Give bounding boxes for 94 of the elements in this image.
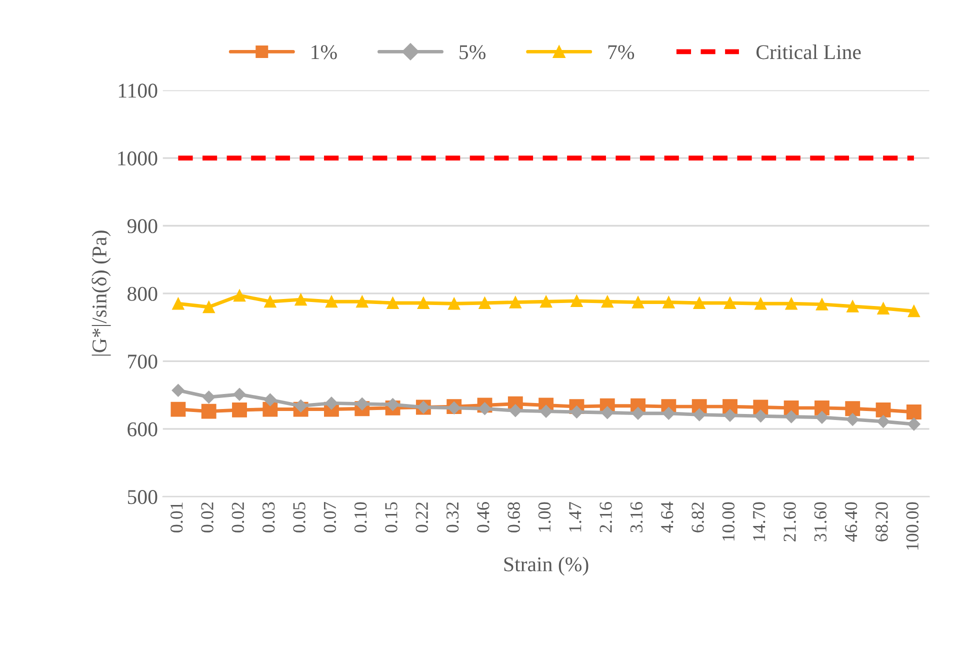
point bbox=[906, 404, 922, 420]
y-tick-label: 900 bbox=[127, 219, 158, 234]
point bbox=[785, 298, 798, 310]
point bbox=[386, 398, 400, 411]
x-tick-label: 0.02 bbox=[201, 502, 214, 532]
point bbox=[816, 411, 828, 424]
point bbox=[724, 296, 736, 310]
x-tick-label: 68.20 bbox=[876, 502, 888, 542]
x-tick-label: 3.16 bbox=[630, 502, 643, 532]
point bbox=[570, 294, 583, 307]
point bbox=[417, 296, 430, 310]
x-tick-label: 100.00 bbox=[906, 502, 919, 550]
point bbox=[232, 402, 247, 418]
x-tick-label: 0.68 bbox=[508, 502, 520, 532]
point bbox=[662, 406, 676, 420]
point bbox=[294, 293, 307, 306]
x-tick-label: 6.82 bbox=[692, 502, 704, 532]
x-tick-label: 0.05 bbox=[293, 502, 306, 532]
x-tick-label: 21.60 bbox=[784, 502, 796, 542]
y-axis-title: |G*|/sin(δ) (Pa) bbox=[92, 230, 111, 356]
point bbox=[846, 300, 859, 312]
x-tick-label: 0.01 bbox=[170, 502, 183, 532]
point bbox=[540, 404, 552, 418]
point bbox=[202, 390, 216, 404]
x-tick-label: 31.60 bbox=[814, 502, 827, 542]
point bbox=[233, 289, 246, 302]
x-tick-label: 1.47 bbox=[569, 502, 582, 532]
point bbox=[754, 298, 767, 310]
point bbox=[264, 296, 276, 308]
x-tick-label: 0.32 bbox=[446, 502, 459, 532]
point bbox=[632, 296, 644, 308]
x-tick-label: 10.00 bbox=[722, 502, 735, 541]
point bbox=[478, 402, 492, 416]
x-axis-title: Strain (%) bbox=[504, 556, 588, 576]
point bbox=[601, 296, 614, 308]
point bbox=[724, 408, 736, 422]
point bbox=[386, 296, 399, 310]
point bbox=[540, 296, 552, 308]
point bbox=[816, 298, 828, 310]
x-tick-label: 0.15 bbox=[385, 502, 398, 532]
y-tick-label: 700 bbox=[128, 354, 158, 369]
point bbox=[814, 400, 830, 416]
x-tick-label: 0.22 bbox=[416, 502, 428, 532]
legend-label: 5% bbox=[460, 45, 486, 60]
point bbox=[784, 410, 798, 424]
y-tick-label: 800 bbox=[128, 286, 158, 301]
x-tick-label: 0.10 bbox=[354, 502, 367, 532]
legend-label: 1% bbox=[312, 45, 337, 60]
y-tick-label: 1000 bbox=[118, 151, 158, 166]
legend-label: Critical Line bbox=[756, 44, 861, 60]
point bbox=[264, 393, 277, 406]
point bbox=[692, 408, 706, 422]
point bbox=[201, 404, 216, 419]
y-tick-label: 500 bbox=[128, 490, 158, 504]
point bbox=[508, 404, 522, 418]
x-tick-label: 46.40 bbox=[844, 502, 858, 542]
point bbox=[356, 397, 369, 410]
x-tick-label: 0.02 bbox=[232, 502, 244, 532]
point bbox=[662, 296, 675, 308]
point bbox=[325, 396, 338, 410]
point bbox=[693, 296, 706, 310]
point bbox=[754, 410, 768, 422]
point bbox=[846, 413, 860, 426]
point bbox=[908, 418, 920, 431]
x-tick-label: 1.00 bbox=[538, 502, 551, 532]
x-tick-label: 4.64 bbox=[661, 502, 674, 533]
point bbox=[570, 406, 584, 418]
x-tick-label: 0.07 bbox=[324, 502, 336, 532]
x-tick-label: 0.46 bbox=[477, 502, 490, 532]
point bbox=[632, 406, 644, 420]
point bbox=[876, 415, 890, 428]
point bbox=[170, 402, 186, 417]
y-tick-label: 600 bbox=[128, 422, 158, 436]
x-tick-label: 14.70 bbox=[752, 502, 766, 541]
point bbox=[172, 298, 184, 310]
point bbox=[233, 388, 246, 401]
point bbox=[262, 402, 278, 417]
point bbox=[877, 302, 890, 314]
x-tick-label: 2.16 bbox=[600, 502, 612, 532]
point bbox=[202, 300, 215, 314]
y-tick-label: 1100 bbox=[118, 84, 158, 98]
point bbox=[172, 384, 185, 397]
point bbox=[509, 296, 522, 308]
point bbox=[356, 296, 368, 308]
point bbox=[478, 296, 491, 310]
point bbox=[845, 401, 860, 416]
point bbox=[325, 296, 338, 308]
legend-label: 7% bbox=[608, 45, 634, 60]
x-tick-label: 0.03 bbox=[262, 502, 275, 532]
point bbox=[448, 298, 460, 310]
point bbox=[908, 305, 920, 318]
point bbox=[294, 399, 308, 412]
point bbox=[876, 402, 891, 418]
point bbox=[600, 406, 614, 420]
